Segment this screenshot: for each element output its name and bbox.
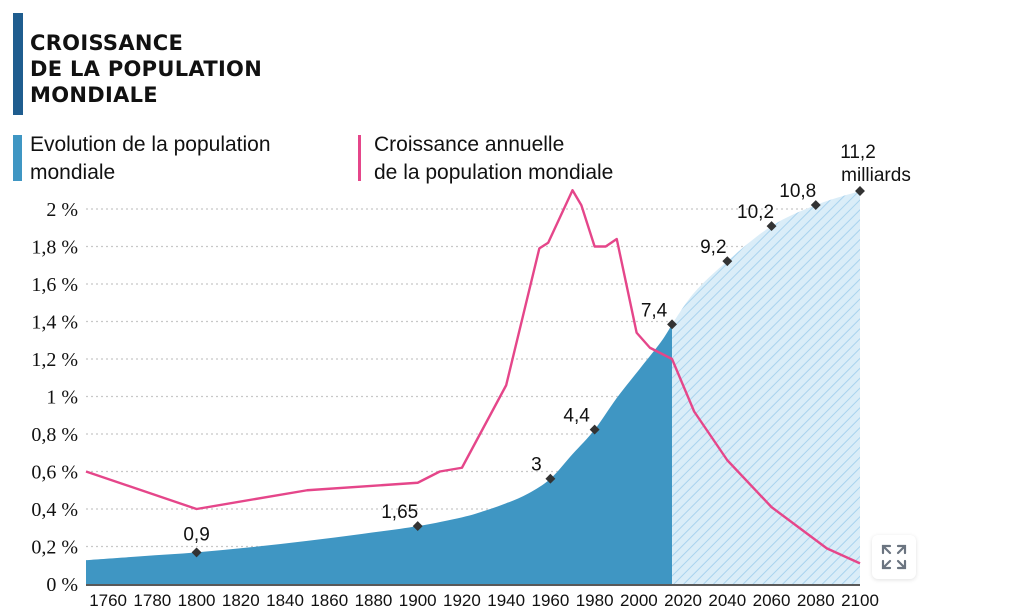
x-tick-label: 1940 (487, 591, 525, 610)
y-tick-label: 0,6 % (31, 462, 78, 484)
population-value-label: 1,65 (381, 502, 418, 523)
y-tick-label: 0,2 % (31, 537, 78, 559)
population-value-label: 10,8 (779, 181, 816, 202)
expand-button[interactable] (872, 535, 916, 579)
x-tick-label: 1780 (133, 591, 171, 610)
x-tick-label: 1880 (355, 591, 393, 610)
population-marker (412, 521, 423, 532)
title-line-2: DE LA POPULATION (30, 57, 263, 81)
x-tick-label: 2040 (708, 591, 746, 610)
legend-growth-swatch (358, 135, 361, 181)
x-tick-label: 2020 (664, 591, 702, 610)
population-value-label: 0,9 (183, 524, 209, 545)
y-tick-label: 0 % (46, 574, 78, 596)
population-marker (589, 424, 600, 435)
population-marker (810, 200, 821, 210)
title-accent-bar (13, 13, 23, 115)
population-marker (667, 319, 677, 330)
population-area-projection (672, 191, 860, 584)
x-tick-label: 2080 (797, 591, 835, 610)
y-tick-label: 1,6 % (31, 274, 78, 296)
population-value-label: 7,4 (641, 300, 668, 321)
x-tick-label: 1800 (178, 591, 216, 610)
y-tick-label: 1,2 % (31, 349, 78, 371)
y-tick-label: 0,4 % (31, 499, 78, 521)
x-tick-label: 2000 (620, 591, 658, 610)
legend-growth-line-1: Croissance annuelle (374, 133, 565, 156)
legend-population-line-1: Evolution de la population (30, 133, 271, 156)
x-tick-label: 1920 (443, 591, 481, 610)
title-line-1: CROISSANCE (30, 31, 184, 55)
population-marker (855, 186, 865, 196)
chart-title: CROISSANCE DE LA POPULATION MONDIALE (30, 30, 262, 108)
y-tick-label: 2 % (46, 199, 78, 221)
population-marker (766, 221, 777, 232)
legend-population: Evolution de la population mondiale (30, 131, 271, 187)
legend-population-swatch (13, 135, 22, 181)
x-tick-label: 1900 (399, 591, 437, 610)
legend-growth: Croissance annuelle de la population mon… (374, 131, 613, 187)
x-tick-label: 1760 (89, 591, 127, 610)
population-marker (545, 473, 556, 484)
x-tick-label: 1820 (222, 591, 260, 610)
y-tick-label: 1 % (46, 387, 78, 409)
y-axis-ticks: 0 % 0,2 % 0,4 % 0,6 % 0,8 % 1 % 1,2 % 1,4 % 1,6 … (31, 199, 78, 596)
x-tick-label: 1980 (576, 591, 614, 610)
growth-line (85, 189, 861, 565)
population-value-label: 10,2 (737, 202, 774, 223)
population-marker (722, 256, 733, 267)
growth-line-path (85, 189, 861, 565)
x-axis-ticks: 1760 1780 1800 1820 1840 1860 1880 1900 1920 1940… (89, 591, 879, 610)
population-value-label: 9,2 (700, 237, 726, 258)
y-tick-label: 1,4 % (31, 312, 78, 334)
x-tick-label: 2060 (753, 591, 791, 610)
population-unit-label: milliards (841, 165, 911, 186)
population-area (86, 191, 860, 584)
population-value-label: 3 (531, 455, 542, 476)
y-tick-label: 0,8 % (31, 424, 78, 446)
x-tick-label: 2100 (841, 591, 879, 610)
y-tick-label: 1,8 % (31, 237, 78, 259)
x-tick-label: 1860 (310, 591, 348, 610)
expand-icon (881, 544, 907, 570)
title-line-3: MONDIALE (30, 83, 158, 107)
population-value-label: 4,4 (563, 406, 590, 427)
x-tick-label: 1840 (266, 591, 304, 610)
population-marker (191, 547, 202, 558)
population-area-historical (86, 324, 673, 584)
x-tick-label: 1960 (531, 591, 569, 610)
legend-growth-line-2: de la population mondiale (374, 161, 614, 184)
legend-population-line-2: mondiale (30, 161, 116, 184)
population-value-label: 11,2 (840, 142, 876, 163)
